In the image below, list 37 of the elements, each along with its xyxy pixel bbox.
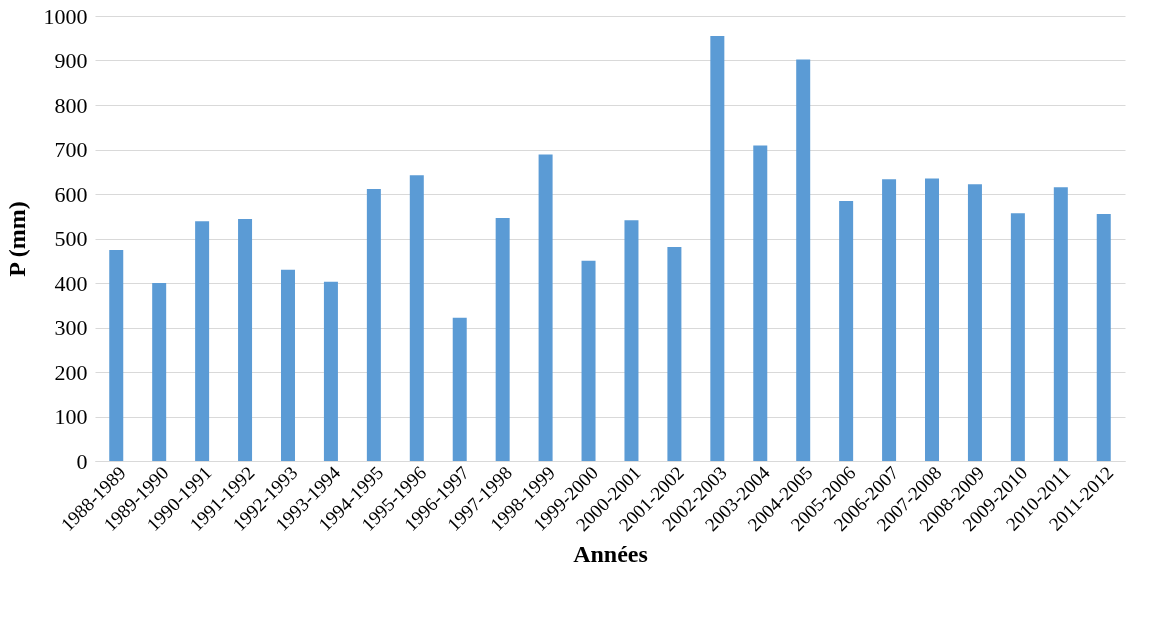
y-tick-label: 700 [54, 137, 88, 162]
bar [195, 221, 210, 461]
x-axis-title: Années [573, 541, 648, 568]
bar [280, 269, 295, 461]
y-tick-label: 800 [54, 92, 88, 118]
bar [238, 218, 253, 461]
bar [624, 220, 639, 461]
bar [152, 283, 167, 461]
bar [925, 178, 940, 461]
y-tick-label: 900 [54, 48, 88, 73]
bar [109, 250, 124, 461]
bar [452, 317, 467, 461]
y-tick-label: 300 [54, 315, 88, 340]
y-tick-label: 600 [54, 181, 88, 207]
y-tick-label: 0 [76, 448, 88, 474]
y-tick-label: 400 [54, 270, 88, 296]
bar [967, 184, 982, 461]
bar [581, 260, 596, 461]
bar [409, 175, 424, 461]
bar [1010, 213, 1025, 461]
bar [796, 59, 811, 461]
bar [1053, 187, 1068, 461]
bar [753, 145, 768, 461]
y-axis-title: P (mm) [3, 201, 30, 277]
bar [667, 246, 682, 461]
y-tick-label: 1000 [43, 3, 88, 29]
bar [882, 179, 897, 461]
bar [710, 36, 725, 461]
y-tick-label: 500 [54, 226, 88, 251]
y-tick-label: 200 [54, 359, 88, 385]
y-tick-label: 100 [54, 404, 88, 429]
bar [323, 281, 338, 461]
bar [366, 189, 381, 461]
bar [495, 218, 510, 461]
bar [538, 154, 553, 461]
bar [1096, 214, 1111, 461]
bar [839, 201, 854, 461]
